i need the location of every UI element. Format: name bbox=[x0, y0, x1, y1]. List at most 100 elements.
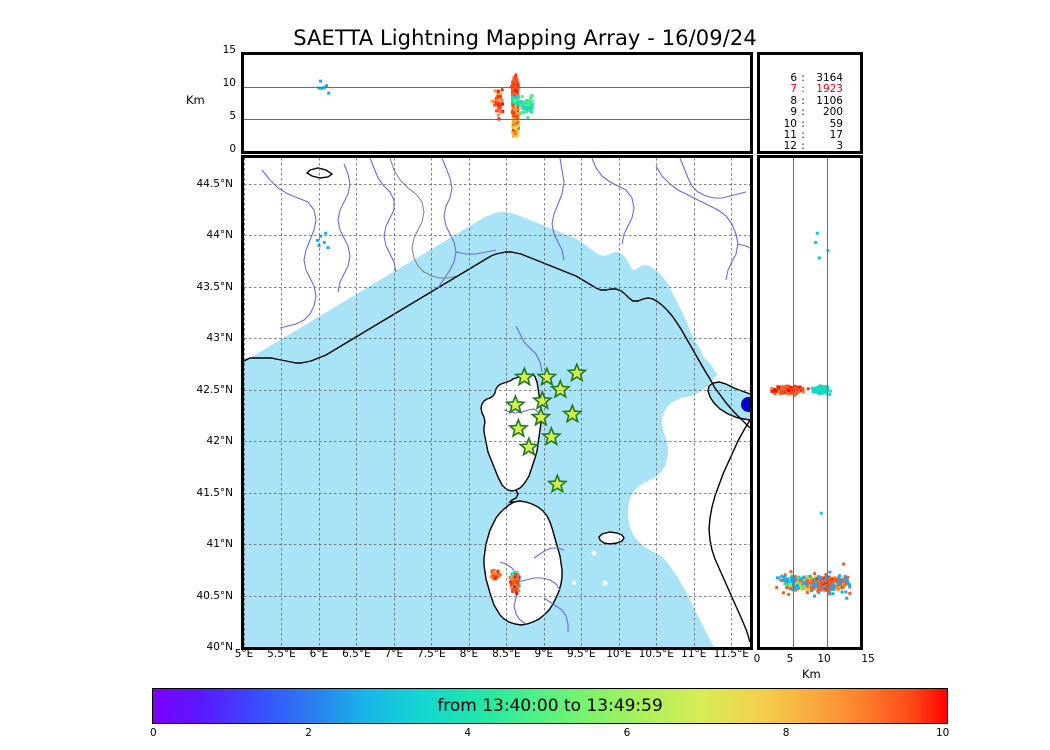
lightning-source-point bbox=[793, 575, 797, 579]
lightning-source-point bbox=[515, 570, 518, 574]
lightning-source-point bbox=[813, 578, 816, 582]
lightning-source-point bbox=[815, 577, 818, 581]
island-pianosa bbox=[602, 580, 608, 586]
lightning-source-point bbox=[821, 387, 825, 390]
lightning-source-point bbox=[848, 585, 852, 589]
lightning-source-point bbox=[326, 246, 330, 250]
lightning-source-point bbox=[490, 569, 494, 573]
lightning-source-point bbox=[497, 569, 501, 573]
map-gridline-vertical bbox=[318, 158, 320, 647]
stats-separator: : bbox=[801, 72, 805, 84]
lightning-source-point bbox=[782, 388, 786, 391]
lightning-source-point bbox=[772, 388, 776, 392]
lightning-source-point bbox=[840, 590, 844, 594]
lightning-source-point bbox=[828, 570, 832, 574]
lightning-source-point bbox=[830, 579, 833, 583]
lightning-source-point bbox=[780, 574, 784, 578]
stats-row: 6:3164 bbox=[760, 72, 860, 84]
lightning-source-point bbox=[834, 579, 838, 583]
lightning-source-point bbox=[496, 113, 500, 117]
lightning-source-point bbox=[511, 573, 515, 577]
lightning-source-point bbox=[317, 86, 321, 90]
lightning-source-point bbox=[500, 88, 504, 92]
top-ytick-5: 5 bbox=[229, 110, 236, 122]
gridline-alt-5 bbox=[244, 119, 750, 120]
map-gridline-horizontal bbox=[244, 492, 750, 494]
lightning-source-point bbox=[513, 98, 517, 102]
map-gridline-horizontal bbox=[244, 544, 750, 546]
lightning-source-point bbox=[832, 585, 836, 589]
island-montecristo bbox=[571, 580, 577, 586]
lightning-source-point bbox=[805, 591, 809, 594]
lightning-source-point bbox=[790, 575, 794, 579]
lightning-source-point bbox=[515, 97, 519, 101]
lightning-source-point bbox=[775, 576, 779, 580]
lightning-source-point bbox=[792, 579, 796, 583]
lightning-source-point bbox=[515, 581, 519, 585]
map-ytick: 42°N bbox=[206, 435, 233, 448]
lightning-source-point bbox=[521, 110, 525, 114]
lightning-source-point bbox=[808, 581, 812, 585]
lightning-source-point bbox=[797, 576, 801, 580]
lightning-source-point bbox=[496, 104, 500, 108]
lightning-source-point bbox=[839, 579, 843, 583]
stats-key: 11 bbox=[783, 129, 797, 142]
lightning-source-point bbox=[799, 389, 802, 392]
lightning-source-point bbox=[514, 572, 518, 576]
altitude-latitude-panel bbox=[757, 155, 863, 650]
lightning-source-point bbox=[529, 110, 533, 114]
colorbar[interactable]: from 13:40:00 to 13:49:59 bbox=[152, 688, 948, 724]
lightning-source-point bbox=[514, 89, 518, 93]
lightning-source-point bbox=[501, 102, 504, 106]
lightning-source-point bbox=[499, 110, 503, 114]
map-gridline-horizontal bbox=[244, 286, 750, 288]
lightning-source-point bbox=[785, 386, 789, 390]
stats-value: 3 bbox=[836, 140, 843, 153]
lightning-source-point bbox=[790, 584, 794, 588]
lightning-source-point bbox=[829, 389, 832, 393]
top-ytick-15: 15 bbox=[222, 44, 236, 56]
lightning-source-point bbox=[511, 578, 515, 582]
lightning-source-point bbox=[783, 579, 787, 583]
lightning-source-point bbox=[801, 387, 805, 390]
map-xtick: 11.5°E bbox=[713, 648, 749, 660]
lightning-source-point bbox=[811, 584, 815, 587]
lightning-source-point bbox=[786, 584, 790, 588]
lightning-source-point bbox=[514, 126, 517, 130]
lightning-source-point bbox=[510, 101, 514, 105]
lightning-cluster-sardinia bbox=[489, 568, 522, 595]
lightning-source-point bbox=[817, 256, 821, 260]
lightning-source-point bbox=[515, 78, 519, 82]
lightning-source-point bbox=[494, 101, 498, 105]
lightning-source-point bbox=[818, 579, 822, 582]
lightning-source-point bbox=[828, 392, 832, 396]
lightning-source-point bbox=[800, 585, 804, 589]
lightning-source-point bbox=[514, 584, 518, 588]
lightning-source-point bbox=[843, 578, 847, 582]
stats-row: 12:3 bbox=[760, 140, 860, 153]
colorbar-tick-label: 10 bbox=[936, 727, 950, 739]
map-gridline-vertical bbox=[281, 158, 283, 647]
lightning-source-point bbox=[521, 104, 525, 108]
map-gridline-horizontal bbox=[244, 235, 750, 237]
lightning-source-point bbox=[786, 392, 790, 396]
lightning-source-point bbox=[513, 575, 517, 579]
lightning-source-point bbox=[531, 102, 535, 106]
map-ytick: 40°N bbox=[206, 641, 233, 653]
lightning-source-point bbox=[494, 109, 498, 113]
lightning-source-point bbox=[793, 585, 797, 589]
lightning-source-point bbox=[787, 592, 791, 596]
stats-row: 9:200 bbox=[760, 106, 860, 118]
lightning-source-point bbox=[512, 76, 516, 80]
lightning-source-point bbox=[528, 105, 532, 109]
lightning-source-point bbox=[490, 99, 494, 103]
lightning-source-point bbox=[844, 590, 848, 594]
lightning-source-point bbox=[528, 101, 532, 105]
lightning-source-point bbox=[802, 575, 806, 579]
stats-row: 8:1106 bbox=[760, 95, 860, 107]
lightning-source-point bbox=[828, 592, 832, 596]
lightning-source-point bbox=[514, 95, 518, 99]
lightning-source-point bbox=[826, 576, 830, 580]
lightning-source-point bbox=[320, 86, 324, 90]
lightning-source-point bbox=[790, 389, 794, 393]
